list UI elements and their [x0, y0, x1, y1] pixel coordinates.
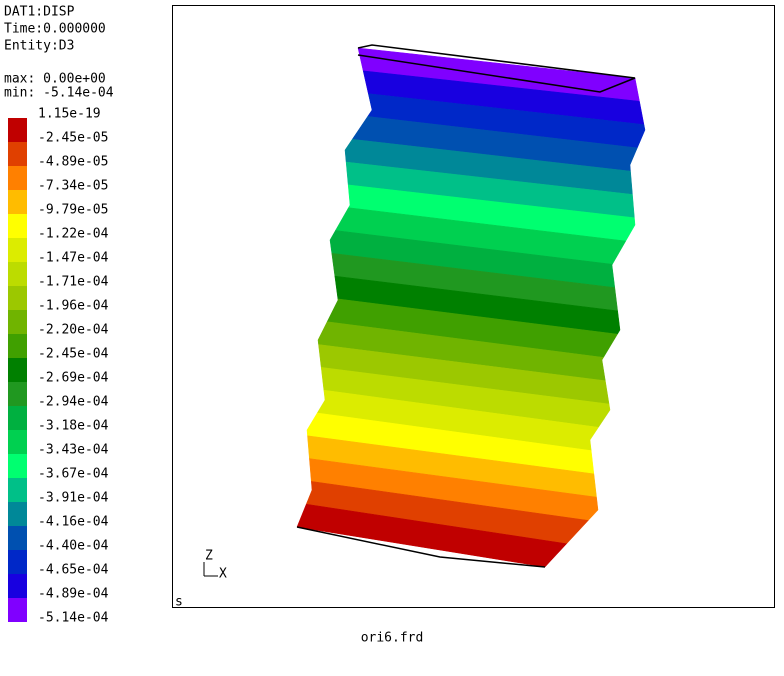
legend-swatch [8, 214, 27, 238]
legend-swatch [8, 598, 27, 622]
legend-swatch [8, 334, 27, 358]
model-edge [357, 44, 636, 93]
legend-label: -3.67e-04 [38, 467, 109, 482]
min: min: -5.14e-04 [4, 86, 114, 101]
legend-swatch [8, 286, 27, 310]
legend-label: -2.45e-04 [38, 347, 109, 362]
legend-label: -4.89e-04 [38, 587, 109, 602]
legend-label: -1.71e-04 [38, 275, 109, 290]
legend-swatch [8, 166, 27, 190]
time: Time:0.000000 [4, 22, 106, 37]
legend-label: -4.40e-04 [38, 539, 109, 554]
legend-label: -3.18e-04 [38, 419, 109, 434]
legend-label: -3.91e-04 [38, 491, 109, 506]
legend-swatch [8, 478, 27, 502]
legend-label: -4.16e-04 [38, 515, 109, 530]
legend-label: -7.34e-05 [38, 179, 108, 194]
legend: 1.15e-19 -2.45e-05 -4.89e-05 -7.34e-05 -9.79… [8, 107, 109, 626]
legend-swatch [8, 310, 27, 334]
legend-label: -5.14e-04 [38, 611, 109, 626]
legend-label: 1.15e-19 [38, 107, 101, 122]
legend-label: -2.45e-05 [38, 131, 108, 146]
legend-swatch [8, 406, 27, 430]
legend-swatch [8, 358, 27, 382]
legend-swatch [8, 238, 27, 262]
model-band [334, 275, 621, 335]
dataset: DAT1:DISP [4, 5, 75, 20]
legend-label: -4.89e-05 [38, 155, 108, 170]
model-edge [296, 526, 546, 568]
file-name: ori6.frd [361, 631, 424, 646]
legend-label: -1.22e-04 [38, 227, 109, 242]
legend-label: -3.43e-04 [38, 443, 109, 458]
legend-label: -1.96e-04 [38, 299, 109, 314]
legend-swatch [8, 118, 27, 142]
legend-label: -2.69e-04 [38, 371, 109, 386]
axis-x: X [219, 567, 227, 582]
legend-swatch [8, 142, 27, 166]
legend-swatch [8, 574, 27, 598]
legend-label: -1.47e-04 [38, 251, 109, 266]
legend-label: -4.65e-04 [38, 563, 109, 578]
legend-swatch [8, 550, 27, 574]
max: max: 0.00e+00 [4, 72, 106, 87]
viewport[interactable] [172, 5, 775, 608]
legend-swatch [8, 262, 27, 286]
legend-label: -2.94e-04 [38, 395, 109, 410]
model [296, 44, 646, 568]
axis-z: Z [205, 549, 213, 564]
model-band [320, 367, 611, 428]
legend-swatch [8, 190, 27, 214]
legend-label: -9.79e-05 [38, 203, 108, 218]
legend-swatch [8, 430, 27, 454]
model-band [351, 116, 638, 172]
legend-swatch [8, 382, 27, 406]
legend-swatch [8, 454, 27, 478]
legend-swatch [8, 502, 27, 526]
legend-swatch [8, 526, 27, 550]
model-band [309, 458, 599, 521]
entity: Entity:D3 [4, 39, 74, 54]
mode: s [175, 595, 183, 610]
legend-label: -2.20e-04 [38, 323, 109, 338]
